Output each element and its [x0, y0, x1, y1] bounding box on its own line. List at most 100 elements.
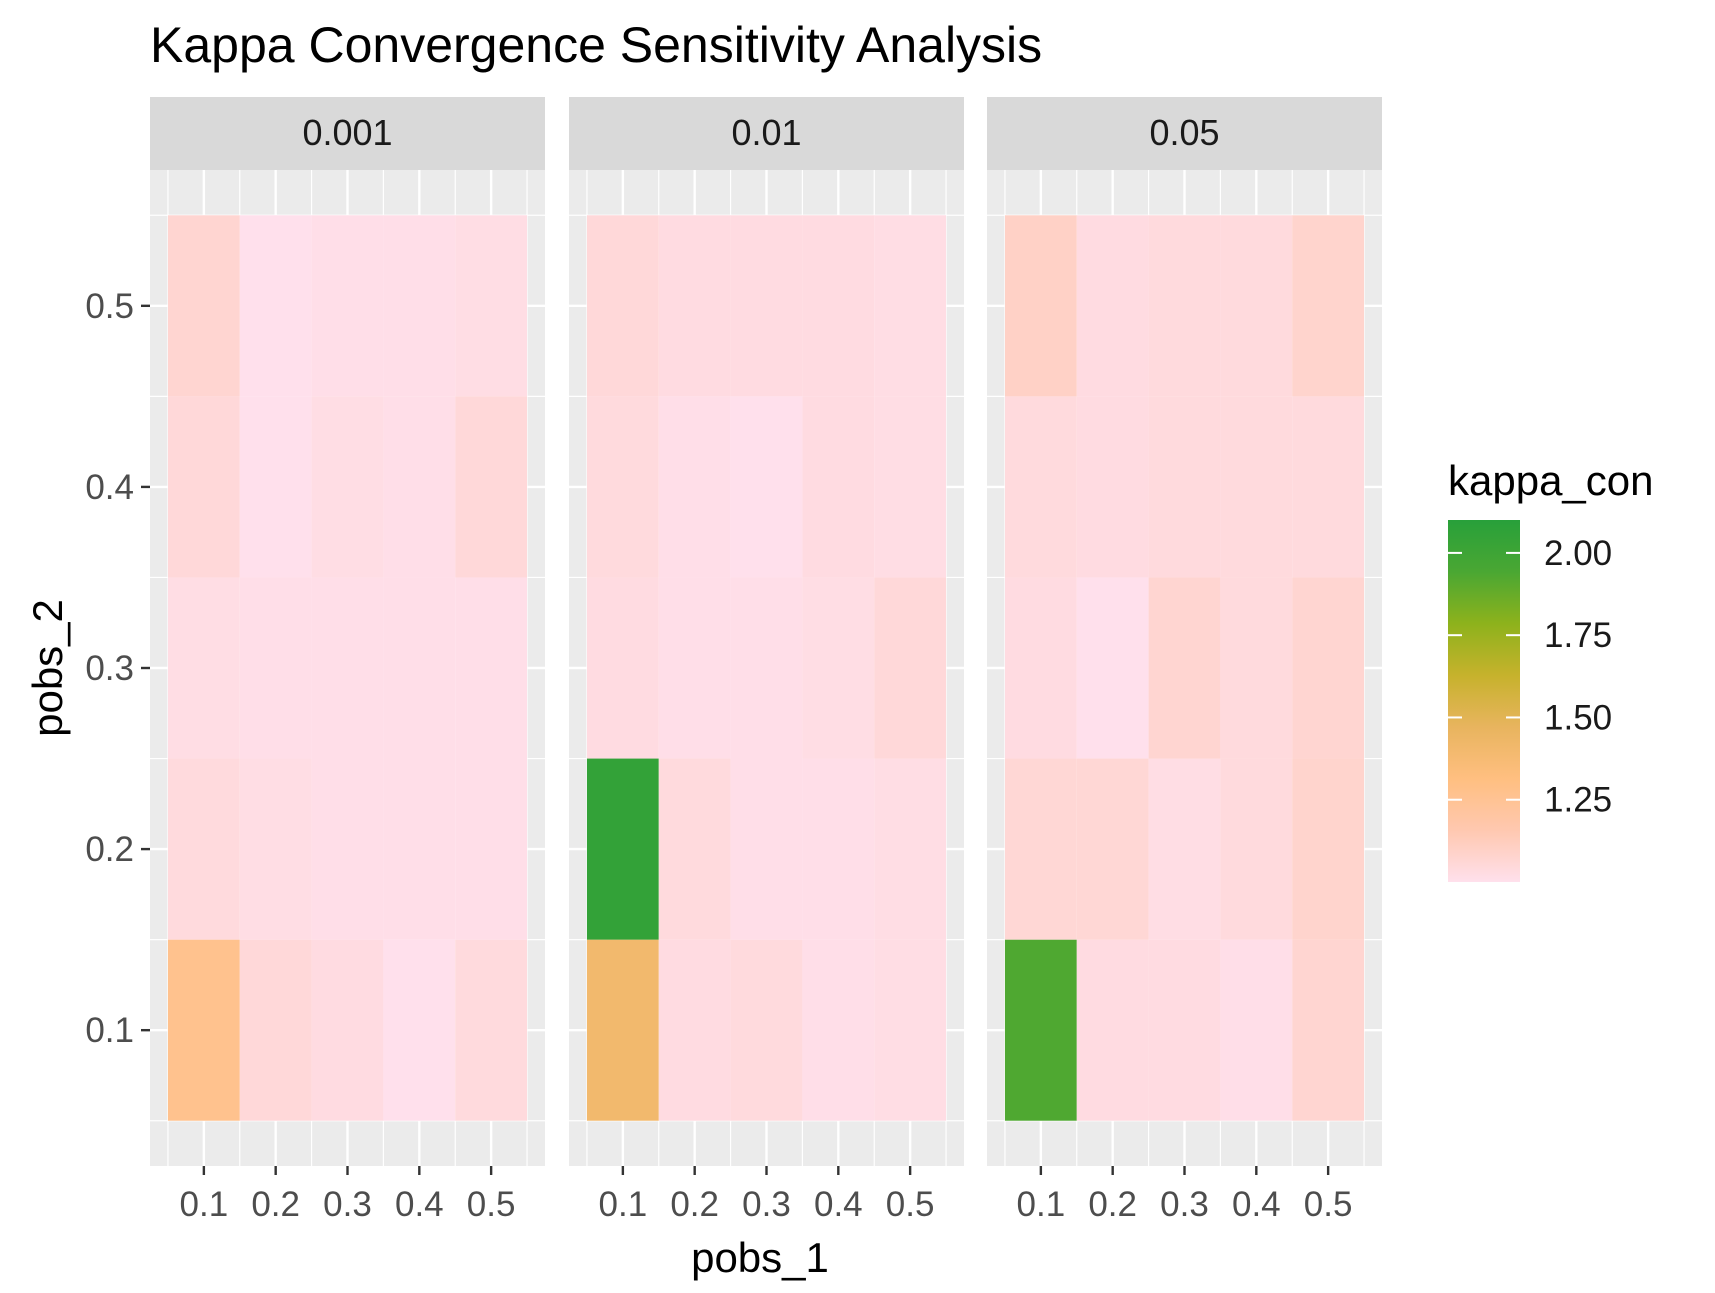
x-tick-label: 0.5	[1304, 1185, 1353, 1224]
heatmap-tile	[167, 215, 240, 397]
heatmap-tile	[802, 396, 875, 578]
x-tick-label: 0.4	[814, 1185, 863, 1224]
x-tick-label: 0.2	[1088, 1185, 1137, 1224]
y-tick-label: 0.3	[85, 649, 134, 688]
x-tick-label: 0.1	[599, 1185, 648, 1224]
heatmap-tile	[1292, 396, 1365, 578]
heatmap-tile	[658, 396, 731, 578]
heatmap-tile	[1148, 939, 1221, 1121]
legend-label: 2.00	[1544, 534, 1612, 573]
legend-colorbar	[1448, 520, 1520, 882]
legend: kappa_con 2.00 1.75 1.50 1.25	[1448, 457, 1654, 882]
heatmap-tile	[311, 577, 384, 759]
legend-ticks: 2.00 1.75 1.50 1.25	[1448, 534, 1612, 820]
facet-strip-label: 0.01	[731, 112, 801, 153]
heatmap-tile	[167, 758, 240, 940]
heatmap-tile	[455, 939, 528, 1121]
x-axis-title: pobs_1	[691, 1234, 829, 1281]
heatmap-tile	[455, 215, 528, 397]
heatmap-tile	[1148, 758, 1221, 940]
heatmap-tile	[1220, 215, 1293, 397]
heatmap-tile	[658, 758, 731, 940]
heatmap-tile	[658, 577, 731, 759]
heatmap-tile	[874, 396, 947, 578]
heatmap-tile	[1220, 577, 1293, 759]
heatmap-tile	[455, 577, 528, 759]
heatmap-tile	[1004, 939, 1077, 1121]
y-tick-label: 0.4	[85, 468, 134, 507]
heatmap-tile	[1004, 758, 1077, 940]
heatmap-tile	[167, 396, 240, 578]
x-tick-label: 0.1	[180, 1185, 229, 1224]
y-axis: 0.1 0.2 0.3 0.4 0.5	[85, 287, 150, 1050]
heatmap-tile	[802, 939, 875, 1121]
heatmap-tile	[874, 939, 947, 1121]
heatmap-tile	[730, 577, 803, 759]
heatmap-tile	[658, 939, 731, 1121]
facet-strip-label: 0.001	[302, 112, 392, 153]
heatmap-tile	[586, 215, 659, 397]
heatmap-tile	[383, 577, 456, 759]
heatmap-tile	[1076, 215, 1149, 397]
x-tick-label: 0.3	[742, 1185, 791, 1224]
heatmap-tile	[383, 215, 456, 397]
heatmap-tile	[586, 939, 659, 1121]
heatmap-tile	[1148, 396, 1221, 578]
facet-panel: 0.05 0.1 0.2 0.3 0.4 0.5	[987, 97, 1382, 1224]
y-tick-label: 0.1	[85, 1011, 134, 1050]
heatmap-tile	[455, 396, 528, 578]
heatmap-tile	[1004, 215, 1077, 397]
facet-strip	[987, 97, 1382, 170]
x-tick-label: 0.4	[395, 1185, 444, 1224]
heatmap-tile	[1004, 396, 1077, 578]
legend-label: 1.25	[1544, 781, 1612, 820]
heatmap-tile	[167, 939, 240, 1121]
heatmap-tile	[239, 758, 312, 940]
facet-strip-label: 0.05	[1149, 112, 1219, 153]
heatmap-tile	[167, 577, 240, 759]
heatmap-tile	[802, 215, 875, 397]
x-tick-label: 0.2	[670, 1185, 719, 1224]
heatmap-tile	[239, 577, 312, 759]
x-tick-label: 0.5	[886, 1185, 935, 1224]
legend-label: 1.50	[1544, 698, 1612, 737]
heatmap-tile	[1292, 577, 1365, 759]
heatmap-tile	[1292, 215, 1365, 397]
y-tick-label: 0.2	[85, 830, 134, 869]
x-tick-label: 0.2	[251, 1185, 300, 1224]
heatmap-tile	[1076, 577, 1149, 759]
heatmap-tile	[1220, 396, 1293, 578]
heatmap-tile	[1292, 758, 1365, 940]
x-tick-label: 0.5	[467, 1185, 516, 1224]
legend-label: 1.75	[1544, 616, 1612, 655]
x-tick-label: 0.3	[1160, 1185, 1209, 1224]
heatmap-tile	[311, 939, 384, 1121]
facet-panel: 0.001 0.1 0.2 0.3 0.4 0.5	[150, 97, 545, 1224]
x-tick-label: 0.4	[1232, 1185, 1281, 1224]
heatmap-tile	[802, 758, 875, 940]
heatmap-tile	[383, 758, 456, 940]
heatmap-tile	[730, 396, 803, 578]
facet-strip	[150, 97, 545, 170]
heatmap-tile	[730, 939, 803, 1121]
chart-title: Kappa Convergence Sensitivity Analysis	[150, 17, 1042, 73]
heatmap-tile	[874, 577, 947, 759]
facet-strip	[569, 97, 964, 170]
heatmap-tile	[586, 577, 659, 759]
heatmap-tile	[1220, 758, 1293, 940]
heatmap-tile	[586, 396, 659, 578]
heatmap-tile	[239, 396, 312, 578]
heatmap-tile	[658, 215, 731, 397]
heatmap-tile	[1148, 577, 1221, 759]
heatmap-tile	[1004, 577, 1077, 759]
x-tick-label: 0.3	[323, 1185, 372, 1224]
heatmap-tile	[1076, 939, 1149, 1121]
x-tick-label: 0.1	[1017, 1185, 1066, 1224]
heatmap-tile	[802, 577, 875, 759]
heatmap-tile	[383, 939, 456, 1121]
heatmap-tile	[455, 758, 528, 940]
heatmap-tile	[874, 758, 947, 940]
heatmap-tile	[239, 939, 312, 1121]
